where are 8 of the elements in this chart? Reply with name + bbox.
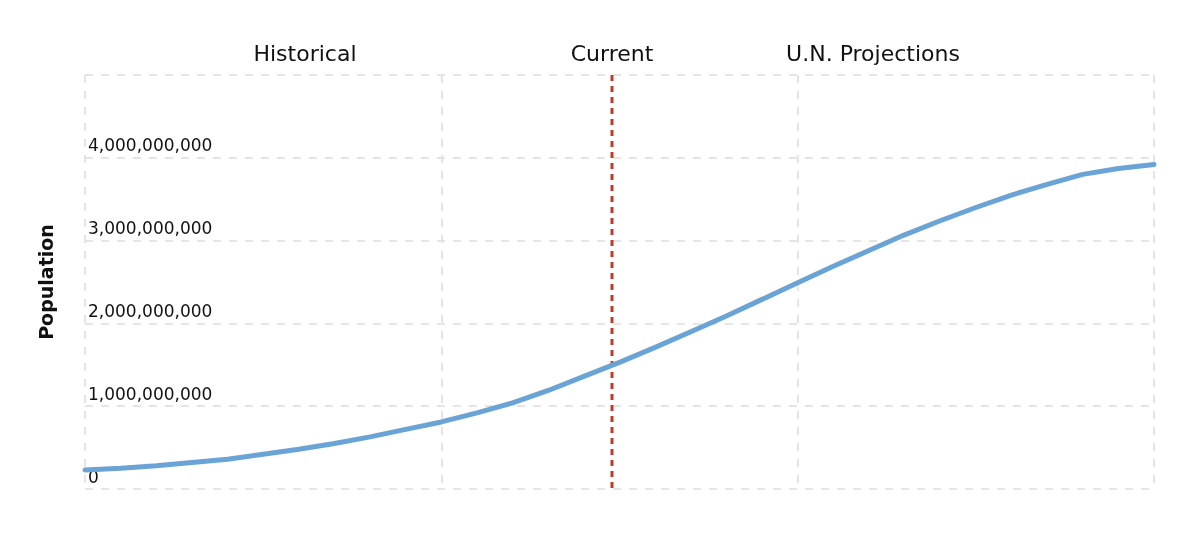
y-axis-title: Population — [34, 224, 57, 340]
y-tick-label: 2,000,000,000 — [88, 300, 213, 321]
text: U.N. Projections — [786, 40, 960, 66]
y-tick-label: 4,000,000,000 — [88, 135, 213, 156]
y-tick-label: 3,000,000,000 — [88, 218, 213, 239]
text: Historical — [253, 40, 357, 66]
text: Current — [570, 40, 654, 66]
y-tick-label: 1,000,000,000 — [88, 383, 213, 404]
